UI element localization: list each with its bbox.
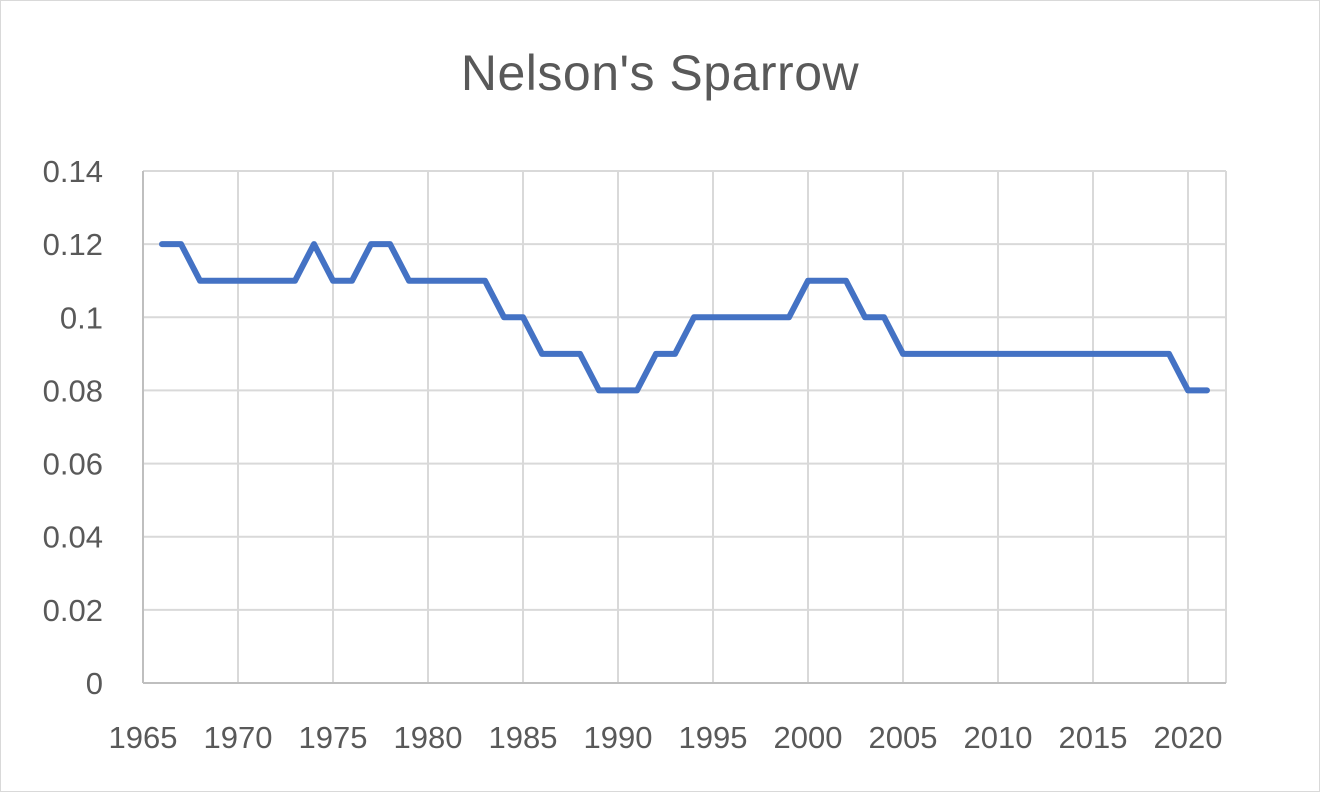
data-point [349,278,355,284]
data-point [197,278,203,284]
x-tick-label: 1995 [679,720,748,755]
x-tick-label: 2015 [1059,720,1128,755]
data-point [501,314,507,320]
x-tick-label: 2000 [774,720,843,755]
data-point [1090,351,1096,357]
series-layer [159,241,1210,394]
data-point [1147,351,1153,357]
data-point [330,278,336,284]
data-point [558,351,564,357]
tick-labels: 0 0.02 0.04 0.06 0.08 0.1 0.12 0.14 1965 1970 1975… [43,154,1223,755]
data-point [216,278,222,284]
x-tick-label: 1990 [584,720,653,755]
data-point [1128,351,1134,357]
data-point [178,241,184,247]
data-point [976,351,982,357]
data-point [311,241,317,247]
data-point [1071,351,1077,357]
y-tick-label: 0.14 [43,154,103,189]
data-point [634,387,640,393]
data-point [900,351,906,357]
data-point [254,278,260,284]
data-point [691,314,697,320]
data-point [729,314,735,320]
y-tick-label: 0.04 [43,520,103,555]
data-point [748,314,754,320]
data-point [1166,351,1172,357]
data-point [1033,351,1039,357]
x-tick-label: 1985 [489,720,558,755]
x-tick-label: 1970 [204,720,273,755]
x-tick-label: 2005 [869,720,938,755]
data-point [482,278,488,284]
data-point [1204,387,1210,393]
data-point [824,278,830,284]
data-point [444,278,450,284]
data-point [596,387,602,393]
y-tick-label: 0.1 [60,300,103,335]
data-point [805,278,811,284]
data-point [577,351,583,357]
x-tick-label: 2020 [1154,720,1223,755]
data-point [387,241,393,247]
data-point [843,278,849,284]
data-point [292,278,298,284]
data-point [862,314,868,320]
data-point [368,241,374,247]
data-point [159,241,165,247]
series-line [159,241,1210,394]
data-point [1185,387,1191,393]
y-tick-label: 0.06 [43,447,103,482]
data-point [653,351,659,357]
gridlines [142,170,1227,683]
data-point [767,314,773,320]
data-point [1052,351,1058,357]
data-point [786,314,792,320]
data-point [406,278,412,284]
chart-title: Nelson's Sparrow [460,45,860,101]
data-point [235,278,241,284]
data-point [539,351,545,357]
x-tick-label: 1975 [299,720,368,755]
data-point [1014,351,1020,357]
y-tick-label: 0.08 [43,373,103,408]
data-point [520,314,526,320]
data-point [1109,351,1115,357]
x-tick-label: 1980 [394,720,463,755]
data-point [995,351,1001,357]
data-point [463,278,469,284]
data-point [710,314,716,320]
data-point [273,278,279,284]
data-point [938,351,944,357]
y-tick-label: 0.02 [43,593,103,628]
data-point [425,278,431,284]
y-tick-label: 0.12 [43,227,103,262]
data-point [919,351,925,357]
data-point [881,314,887,320]
data-point [957,351,963,357]
axes [142,171,1226,684]
x-tick-label: 2010 [964,720,1033,755]
data-point [672,351,678,357]
data-point [615,387,621,393]
y-tick-label: 0 [86,666,103,701]
x-tick-label: 1965 [109,720,178,755]
